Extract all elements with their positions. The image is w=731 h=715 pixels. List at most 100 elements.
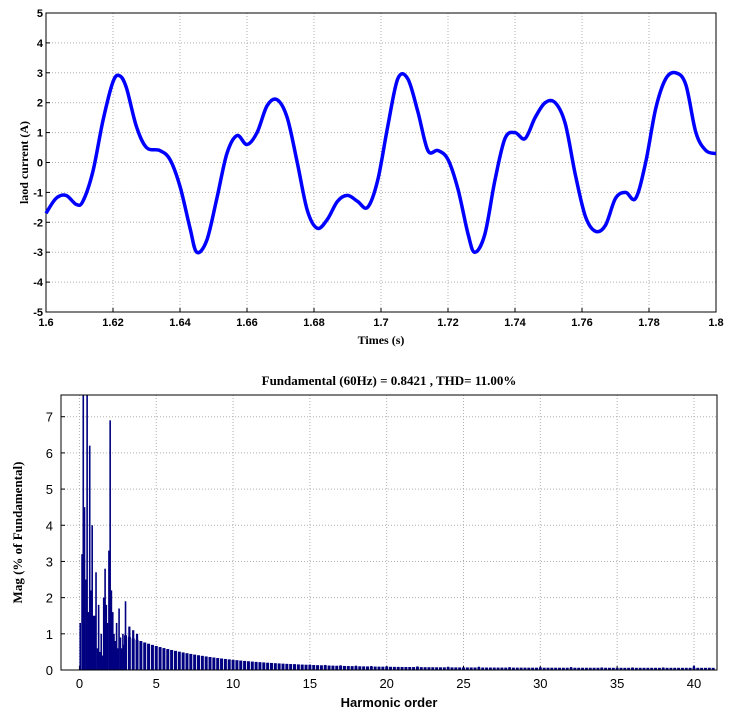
harmonic-bar [623,667,627,670]
harmonic-bar [85,579,87,670]
x-tick-label: 1.72 [437,317,458,329]
harmonic-bar [235,660,239,670]
harmonic-bar [442,667,446,670]
y-tick-label: 2 [37,98,43,110]
harmonic-bar [654,667,658,670]
y-tick-label: 5 [37,8,43,20]
harmonic-bar [377,666,381,670]
x-tick-label: 20 [379,676,393,691]
harmonic-bar [358,666,362,670]
harmonic-bar [392,666,396,670]
harmonic-bar [319,665,323,670]
harmonic-bar [90,590,92,670]
harmonic-bar [711,667,715,670]
chart-title: Fundamental (60Hz) = 0.8421 , THD= 11.00… [262,373,517,388]
harmonic-bar [342,665,346,670]
harmonic-bar [373,666,377,670]
harmonic-bar [227,659,231,670]
y-tick-label: 0 [46,663,53,678]
harmonic-bar [496,667,500,670]
harmonic-bar [150,644,154,670]
harmonic-bar [304,664,308,670]
plot-frame [45,12,717,313]
harmonic-bar [87,612,90,670]
x-tick-label: 1.8 [708,317,723,329]
harmonic-bar [124,635,128,670]
harmonic-bar [381,666,385,670]
harmonic-bar [573,667,577,670]
y-tick-label: -5 [33,307,43,319]
harmonic-bar [254,661,258,670]
harmonic-bar [692,667,696,670]
harmonic-bar [485,667,489,670]
harmonic-bar [289,664,293,670]
x-tick-label: 1.76 [571,317,592,329]
harmonic-bar [97,604,100,670]
harmonic-bar [92,615,95,670]
harmonic-bar [423,667,427,670]
harmonic-bar [696,667,700,670]
harmonic-bar [504,667,508,670]
harmonic-bar [615,667,619,670]
x-tick-label: 1.74 [504,317,526,329]
y-tick-label: 4 [46,518,53,533]
harmonic-bar [100,633,103,670]
harmonic-bar [454,667,458,670]
harmonic-bar [650,667,654,670]
harmonic-bar [431,667,435,670]
harmonic-bar [127,636,131,670]
harmonic-bar [638,667,642,670]
harmonic-bar [669,667,673,670]
x-axis-label: Harmonic order [341,695,438,710]
harmonic-bar [369,666,373,670]
y-tick-label: 6 [46,446,53,461]
harmonic-bar [657,667,661,670]
y-tick-label: -1 [33,187,43,199]
harmonic-bar [81,554,83,670]
harmonic-bar [200,655,204,670]
harmonic-bar [634,667,638,670]
harmonic-bar [162,648,166,670]
harmonic-bar [500,667,504,670]
y-tick-label: 1 [46,627,53,642]
x-tick-label: 1.7 [373,317,388,329]
harmonic-bar [196,655,200,670]
harmonic-bar [346,666,350,670]
harmonic-bar [350,666,354,670]
harmonic-bar [680,667,684,670]
y-tick-label: -2 [33,217,43,229]
harmonic-bar [661,667,665,670]
harmonic-bar [79,622,82,670]
harmonic-bar [110,590,113,670]
harmonic-bar [83,507,86,670]
harmonic-bar [404,666,408,670]
harmonic-bar [99,651,101,670]
harmonic-bar [684,667,688,670]
harmonic-bar [438,667,442,670]
harmonic-bar [538,667,542,670]
harmonic-bar [120,648,123,670]
harmonic-bar [131,638,135,670]
harmonic-bar [488,667,492,670]
harmonic-bar [331,665,335,670]
bars-group [79,395,715,670]
harmonic-bar [604,667,608,670]
harmonic-bar [534,667,538,670]
harmonic-bar [523,667,527,670]
harmonic-bar [515,667,519,670]
harmonic-bar [508,667,512,670]
harmonic-bar [277,663,281,670]
y-tick-label: -3 [33,247,43,259]
plot-frame [60,394,718,671]
harmonic-bar [584,667,588,670]
harmonic-bar [223,658,227,670]
harmonic-bar [114,641,117,670]
harmonic-bar [208,656,212,670]
y-tick-label: 1 [37,128,43,140]
harmonic-bar [611,667,615,670]
harmonic-bar [108,550,110,670]
harmonic-bar [266,662,270,670]
harmonic-bar [335,665,339,670]
harmonic-bar [396,666,400,670]
x-tick-label: 1.78 [638,317,659,329]
